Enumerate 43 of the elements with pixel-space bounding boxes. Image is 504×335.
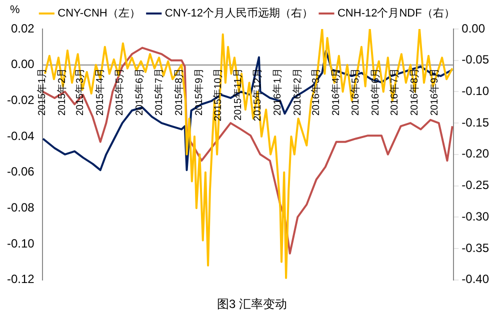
legend-label: CNY-CNH（左） — [58, 8, 140, 20]
y2-tick-label: -0.35 — [462, 240, 490, 255]
x-tick-label: 2015年11月 — [232, 68, 244, 120]
y2-tick-label: -0.10 — [462, 84, 490, 98]
x-tick-label: 2016年1月 — [271, 68, 284, 116]
x-tick-label: 2016年5月 — [349, 68, 362, 116]
x-tick-label: 2015年5月 — [113, 68, 126, 116]
y2-tick-label: -0.25 — [462, 178, 490, 192]
x-tick-label: 2015年4月 — [94, 68, 106, 116]
x-tick-label: 2016年8月 — [408, 68, 421, 116]
x-tick-label: 2015年7月 — [152, 68, 165, 116]
x-tick-label: 2016年7月 — [388, 68, 401, 116]
x-tick-label: 2015年3月 — [74, 68, 86, 116]
y-tick-label: -0.12 — [6, 272, 35, 286]
y-tick-label: -0.08 — [6, 200, 35, 214]
y-tick-label: -0.02 — [6, 92, 35, 107]
y2-tick-label: -0.40 — [462, 272, 490, 286]
y-tick-label: 0.02 — [10, 21, 35, 36]
y2-tick-label: 0.00 — [462, 21, 486, 36]
y-tick-label: -0.04 — [6, 128, 35, 143]
x-tick-label: 2015年12月 — [251, 68, 264, 122]
x-tick-label: 2015年8月 — [172, 68, 185, 116]
x-tick-label: 2016年2月 — [291, 68, 304, 116]
y-axis-title: % — [10, 4, 20, 16]
y2-tick-label: -0.15 — [462, 115, 490, 130]
x-tick-label: 2016年6月 — [369, 68, 382, 116]
x-tick-label: 2015年9月 — [192, 68, 205, 116]
y2-tick-label: -0.05 — [462, 52, 490, 67]
y2-tick-label: -0.20 — [462, 146, 490, 161]
legend-label: CNH-12个月NDF（右） — [337, 8, 455, 20]
y2-tick-label: -0.30 — [462, 209, 490, 224]
y-tick-label: 0.00 — [10, 57, 35, 72]
x-tick-label: 2015年10月 — [212, 68, 224, 122]
x-tick-label: 2016年9月 — [428, 68, 441, 116]
caption: 图3 汇率变动 — [216, 296, 288, 313]
y-tick-label: -0.10 — [6, 236, 35, 250]
x-tick-label: 2015年2月 — [56, 68, 68, 116]
legend-label: CNY-12个月人民币远期（右） — [164, 6, 314, 20]
x-tick-label: 2015年1月 — [36, 68, 48, 116]
x-tick-label: 2016年4月 — [330, 68, 342, 116]
x-tick-label: 2016年3月 — [310, 68, 322, 116]
x-tick-label: 2015年6月 — [133, 68, 146, 116]
y-tick-label: -0.06 — [6, 164, 35, 179]
